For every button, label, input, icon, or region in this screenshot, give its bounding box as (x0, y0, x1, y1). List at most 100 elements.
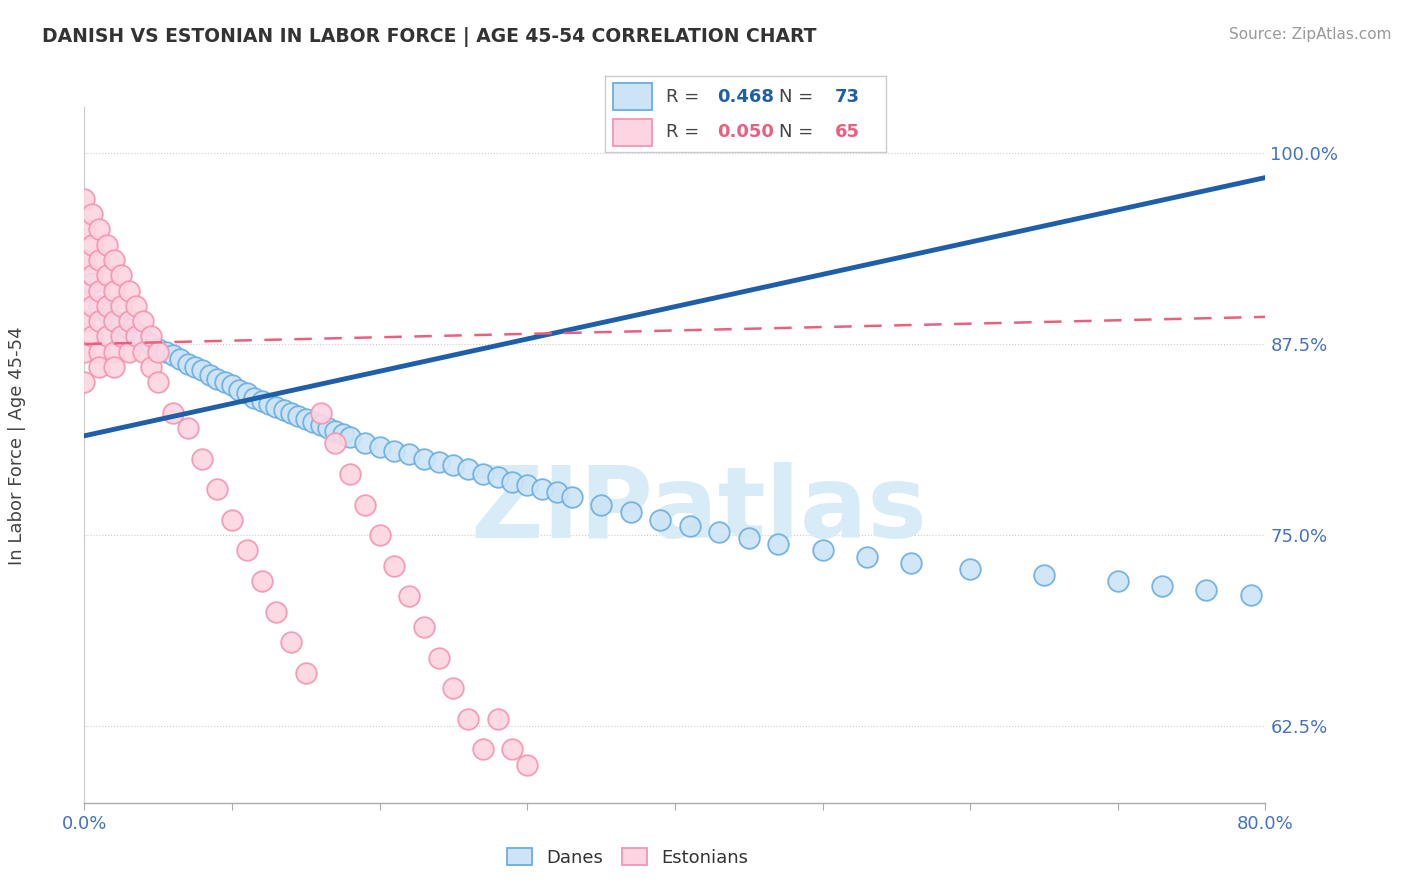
Point (427, 650, 450, 665)
Point (250, 393, 273, 408)
Point (148, 342, 170, 356)
Point (323, 424, 347, 438)
Point (191, 363, 214, 377)
Text: 65: 65 (835, 123, 860, 141)
Text: 0.050: 0.050 (717, 123, 773, 141)
Point (87, 344, 111, 359)
Point (96, 237, 118, 252)
Point (398, 447, 420, 461)
Point (316, 421, 339, 435)
Point (486, 470, 509, 484)
Point (368, 528, 391, 542)
Point (177, 357, 200, 371)
Point (73, 344, 96, 359)
Point (87, 222, 111, 236)
Point (162, 348, 184, 362)
Point (110, 299, 132, 313)
Point (441, 458, 464, 472)
Point (295, 412, 318, 426)
Point (339, 467, 361, 481)
Point (323, 436, 347, 450)
Point (73, 284, 96, 298)
Point (413, 620, 436, 634)
Point (441, 681, 464, 695)
Point (287, 409, 309, 423)
Point (678, 519, 700, 533)
Point (546, 485, 568, 500)
Point (257, 397, 280, 411)
Point (125, 326, 148, 341)
Point (118, 322, 141, 336)
Point (309, 418, 332, 433)
Point (243, 391, 266, 405)
Point (191, 451, 214, 466)
Text: N =: N = (779, 123, 818, 141)
Point (1195, 583, 1218, 598)
Text: 73: 73 (835, 87, 860, 105)
Point (96, 306, 118, 320)
Point (1284, 592, 1306, 607)
Point (198, 368, 221, 382)
Point (516, 757, 538, 772)
Point (80, 237, 103, 252)
Point (73, 192, 96, 206)
Point (1107, 574, 1129, 588)
Point (501, 475, 523, 489)
Point (273, 402, 295, 417)
Point (118, 314, 141, 328)
Point (413, 451, 436, 466)
Point (768, 537, 790, 551)
Point (486, 712, 509, 726)
Point (80, 299, 103, 313)
Point (103, 314, 125, 328)
Point (155, 344, 177, 359)
Point (457, 712, 479, 726)
Point (80, 268, 103, 283)
Point (110, 268, 132, 283)
Point (177, 421, 200, 435)
Point (560, 490, 583, 504)
Point (427, 455, 450, 469)
Point (1150, 579, 1173, 593)
Point (87, 359, 111, 374)
Point (1372, 603, 1395, 617)
Point (205, 483, 228, 497)
Point (398, 590, 420, 604)
Point (96, 299, 118, 313)
Point (1386, 605, 1406, 619)
Text: N =: N = (779, 87, 818, 105)
Point (472, 742, 495, 756)
Point (1357, 600, 1379, 615)
Point (855, 549, 877, 564)
Point (339, 430, 361, 444)
Point (354, 498, 377, 512)
Point (619, 505, 641, 519)
Point (148, 376, 170, 390)
Point (139, 329, 162, 343)
Point (228, 383, 250, 397)
Point (73, 252, 96, 267)
Point (103, 314, 125, 328)
Bar (613, 119, 652, 145)
Point (205, 372, 228, 386)
Point (382, 444, 406, 458)
Point (221, 378, 243, 392)
Point (103, 252, 125, 267)
Point (118, 344, 141, 359)
Point (264, 400, 288, 414)
Point (280, 406, 302, 420)
Text: 0.468: 0.468 (717, 87, 775, 105)
Point (103, 359, 125, 374)
Point (214, 376, 236, 390)
Bar (613, 83, 652, 110)
Point (73, 376, 96, 390)
Point (591, 498, 613, 512)
Point (184, 359, 207, 374)
Legend: Danes, Estonians: Danes, Estonians (499, 840, 755, 874)
Text: DANISH VS ESTONIAN IN LABOR FORCE | AGE 45-54 CORRELATION CHART: DANISH VS ESTONIAN IN LABOR FORCE | AGE … (42, 27, 817, 46)
Point (368, 440, 391, 454)
Point (162, 406, 184, 420)
Point (235, 386, 259, 401)
Point (264, 605, 288, 619)
Point (73, 314, 96, 328)
